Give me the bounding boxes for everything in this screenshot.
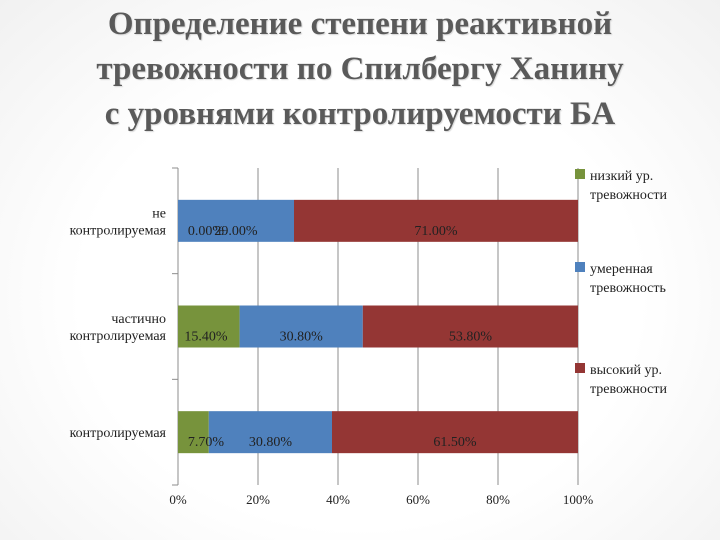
- x-tick-label: 60%: [406, 492, 430, 507]
- bar-segment: [178, 411, 209, 454]
- legend-entry: низкий ур.: [590, 169, 653, 184]
- data-label: 29.00%: [214, 224, 258, 239]
- data-label: 15.40%: [184, 330, 228, 345]
- x-tick-label: 20%: [246, 492, 270, 507]
- chart-title: Определение степени реактивной тревожнос…: [0, 2, 720, 137]
- bar-segment: [178, 199, 294, 242]
- data-label: 71.00%: [414, 224, 458, 239]
- x-tick-label: 100%: [563, 492, 594, 507]
- category-label: не: [152, 206, 166, 221]
- bar-segment: [178, 305, 240, 348]
- legend-swatch: [575, 169, 585, 179]
- category-label: контролируемая: [70, 329, 167, 344]
- bar-segment: [294, 199, 578, 242]
- bar-segment: [208, 411, 332, 454]
- bar-segment: [362, 305, 578, 348]
- category-label: частично: [111, 312, 166, 327]
- x-tick-label: 40%: [326, 492, 350, 507]
- chart-title-line: тревожности по Спилбергу Ханину: [96, 51, 624, 87]
- data-label: 61.50%: [433, 435, 477, 450]
- x-tick-label: 80%: [486, 492, 510, 507]
- bar-segment: [332, 411, 578, 454]
- legend-entry: умеренная: [590, 262, 653, 277]
- legend-swatch: [575, 262, 585, 272]
- legend-entry: высокий ур.: [590, 363, 662, 378]
- legend-entry: тревожности: [590, 382, 668, 397]
- chart-title-line: Определение степени реактивной: [107, 6, 613, 42]
- legend-entry: тревожности: [590, 188, 668, 203]
- legend-swatch: [575, 363, 585, 373]
- data-label: 7.70%: [188, 435, 225, 450]
- category-label: контролируемая: [70, 223, 167, 238]
- data-label: 53.80%: [449, 330, 493, 345]
- category-label: контролируемая: [70, 426, 167, 441]
- data-label: 30.80%: [280, 330, 324, 345]
- bar-segment: [239, 305, 363, 348]
- x-tick-label: 0%: [169, 492, 187, 507]
- chart-title-line: с уровнями контролируемости БА: [104, 96, 616, 132]
- legend-entry: тревожность: [590, 281, 666, 296]
- data-label: 30.80%: [249, 435, 293, 450]
- data-label: 0.00%: [188, 224, 225, 239]
